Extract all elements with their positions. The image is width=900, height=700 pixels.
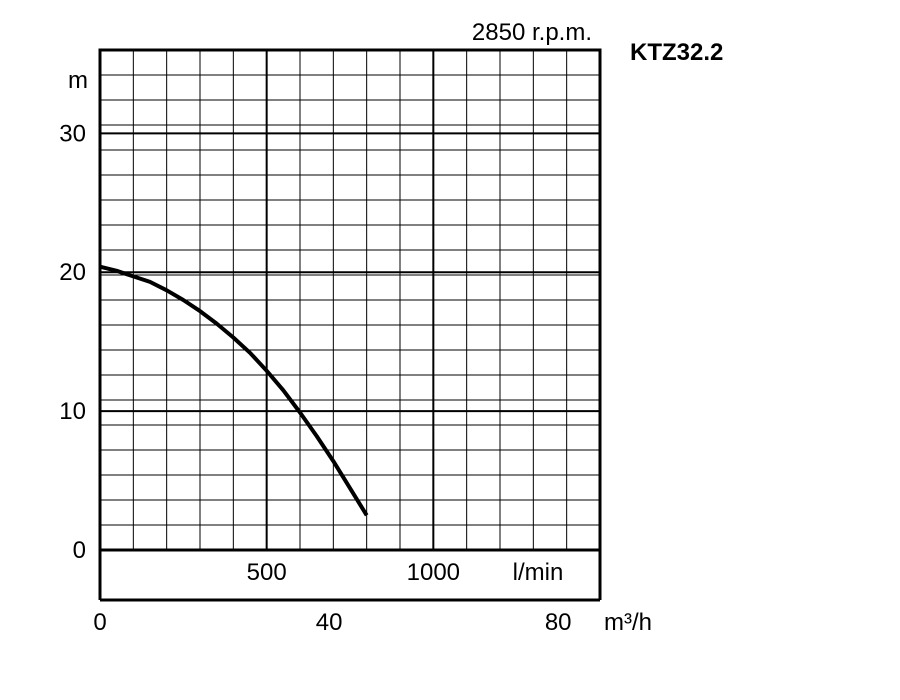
- x-axis-label-lmin: l/min: [513, 559, 564, 586]
- y-tick-label: 10: [59, 398, 86, 425]
- major-grid: [100, 50, 600, 550]
- y-tick-label: 0: [73, 537, 86, 564]
- x-tick-label-m3h: 0: [93, 609, 106, 636]
- curve-data-point: [133, 276, 134, 277]
- curve-layer: [99, 264, 369, 517]
- curve-data-point: [366, 515, 367, 516]
- x-tick-label-m3h: 40: [316, 609, 343, 636]
- y-axis-label: m: [68, 67, 88, 94]
- pump-curve-line: [99, 264, 369, 517]
- model-label: KTZ32.2: [630, 39, 723, 66]
- x-tick-label-lmin: 500: [247, 559, 287, 586]
- curve-data-point: [266, 370, 267, 371]
- curve-data-point: [116, 270, 117, 271]
- x-tick-label-lmin: 1000: [407, 559, 460, 586]
- plot-frame: [98, 48, 602, 552]
- x-tick-labels-m3h: 0 40 80: [93, 609, 571, 636]
- curve-data-point: [216, 323, 217, 324]
- y-tick-label: 30: [59, 120, 86, 147]
- curve-data-point: [233, 337, 234, 338]
- curve-data-point: [250, 352, 251, 353]
- x-tick-labels-lmin: 500 1000: [247, 559, 460, 586]
- curve-data-point: [333, 461, 334, 462]
- x-axis-label-m3h: m³/h: [604, 609, 652, 636]
- chart-frames: [98, 48, 602, 602]
- x-tick-label-m3h: 80: [545, 609, 572, 636]
- curve-data-point: [183, 300, 184, 301]
- curve-data-point: [100, 266, 101, 267]
- curve-data-point: [283, 390, 284, 391]
- curve-data-point: [150, 281, 151, 282]
- y-tick-labels: 0 10 20 30: [59, 120, 86, 564]
- curve-data-point: [166, 290, 167, 291]
- curve-data-point: [200, 311, 201, 312]
- curve-data-point: [300, 412, 301, 413]
- speed-label: 2850 r.p.m.: [472, 19, 592, 46]
- curve-data-point: [316, 436, 317, 437]
- y-tick-label: 20: [59, 259, 86, 286]
- minor-grid: [100, 50, 600, 550]
